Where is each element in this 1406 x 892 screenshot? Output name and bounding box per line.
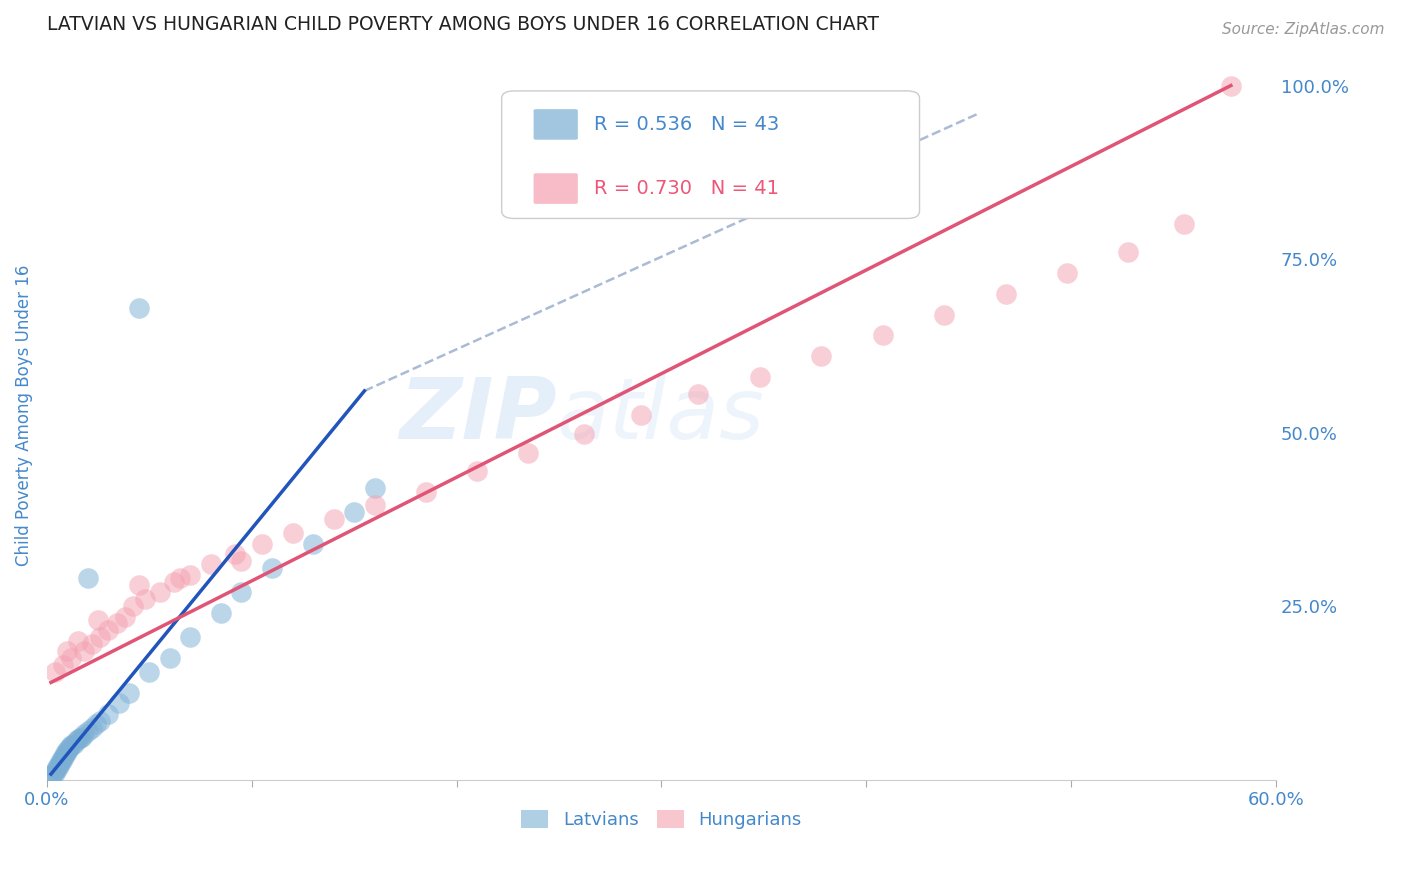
Point: [56, 743, 79, 757]
Y-axis label: Child Poverty Among Boys Under 16: Child Poverty Among Boys Under 16: [15, 265, 32, 566]
Point: [148, 585, 170, 599]
Point: [118, 686, 141, 700]
Point: [39, 769, 62, 783]
Point: [994, 286, 1017, 301]
Point: [179, 567, 201, 582]
Text: LATVIAN VS HUNGARIAN CHILD POVERTY AMONG BOYS UNDER 16 CORRELATION CHART: LATVIAN VS HUNGARIAN CHILD POVERTY AMONG…: [46, 15, 879, 34]
Point: [44, 764, 66, 779]
Point: [44, 665, 66, 679]
Point: [1219, 78, 1241, 93]
Point: [159, 651, 181, 665]
Point: [97, 624, 120, 638]
Point: [58, 741, 80, 756]
FancyBboxPatch shape: [534, 109, 578, 140]
Point: [70, 730, 93, 744]
Point: [51, 753, 73, 767]
Point: [128, 301, 150, 315]
Point: [84, 717, 107, 731]
Point: [66, 633, 89, 648]
Point: [76, 571, 98, 585]
Point: [48, 757, 70, 772]
Point: [80, 637, 103, 651]
Point: [748, 370, 770, 384]
Point: [363, 481, 385, 495]
Point: [302, 536, 325, 550]
Point: [281, 526, 304, 541]
Point: [932, 308, 955, 322]
Point: [89, 714, 111, 728]
FancyBboxPatch shape: [502, 91, 920, 219]
Point: [114, 609, 136, 624]
Point: [1118, 245, 1140, 260]
Point: [73, 727, 96, 741]
Point: [572, 427, 595, 442]
Point: [1056, 266, 1078, 280]
Point: [250, 536, 273, 550]
Text: Source: ZipAtlas.com: Source: ZipAtlas.com: [1222, 22, 1385, 37]
Point: [89, 630, 111, 644]
Point: [200, 558, 222, 572]
Point: [231, 554, 253, 568]
Point: [62, 737, 84, 751]
Point: [46, 762, 69, 776]
Point: [56, 745, 79, 759]
Point: [231, 585, 253, 599]
Point: [224, 547, 246, 561]
Point: [80, 721, 103, 735]
Point: [44, 765, 66, 780]
Point: [107, 696, 129, 710]
Point: [122, 599, 145, 613]
Point: [810, 349, 832, 363]
Point: [69, 731, 91, 745]
Point: [517, 446, 540, 460]
Point: [51, 756, 73, 770]
Point: [65, 734, 87, 748]
Point: [363, 499, 385, 513]
FancyBboxPatch shape: [534, 173, 578, 204]
Point: [343, 505, 366, 519]
Point: [76, 724, 98, 739]
Point: [163, 574, 186, 589]
Point: [48, 758, 70, 772]
Point: [52, 752, 75, 766]
Point: [105, 616, 128, 631]
Point: [179, 630, 201, 644]
Point: [60, 651, 83, 665]
Point: [262, 561, 284, 575]
Point: [415, 484, 437, 499]
Point: [97, 706, 120, 721]
Point: [128, 578, 150, 592]
Point: [53, 746, 76, 760]
Legend: Latvians, Hungarians: Latvians, Hungarians: [515, 803, 808, 836]
Point: [134, 592, 156, 607]
Point: [1173, 218, 1195, 232]
Point: [688, 387, 710, 401]
Point: [53, 748, 76, 763]
Point: [52, 658, 75, 673]
Text: R = 0.536   N = 43: R = 0.536 N = 43: [593, 115, 779, 134]
Text: R = 0.730   N = 41: R = 0.730 N = 41: [593, 179, 779, 198]
Text: ZIP: ZIP: [399, 374, 557, 457]
Point: [322, 512, 344, 526]
Point: [46, 760, 69, 774]
Point: [60, 739, 83, 754]
Text: atlas: atlas: [557, 374, 765, 457]
Point: [209, 606, 232, 620]
Point: [42, 767, 65, 781]
Point: [60, 738, 83, 752]
Point: [56, 644, 79, 658]
Point: [138, 665, 160, 679]
Point: [169, 571, 191, 585]
Point: [73, 644, 96, 658]
Point: [465, 464, 488, 478]
Point: [66, 732, 89, 747]
Point: [630, 408, 652, 422]
Point: [52, 750, 75, 764]
Point: [87, 613, 110, 627]
Point: [872, 328, 894, 343]
